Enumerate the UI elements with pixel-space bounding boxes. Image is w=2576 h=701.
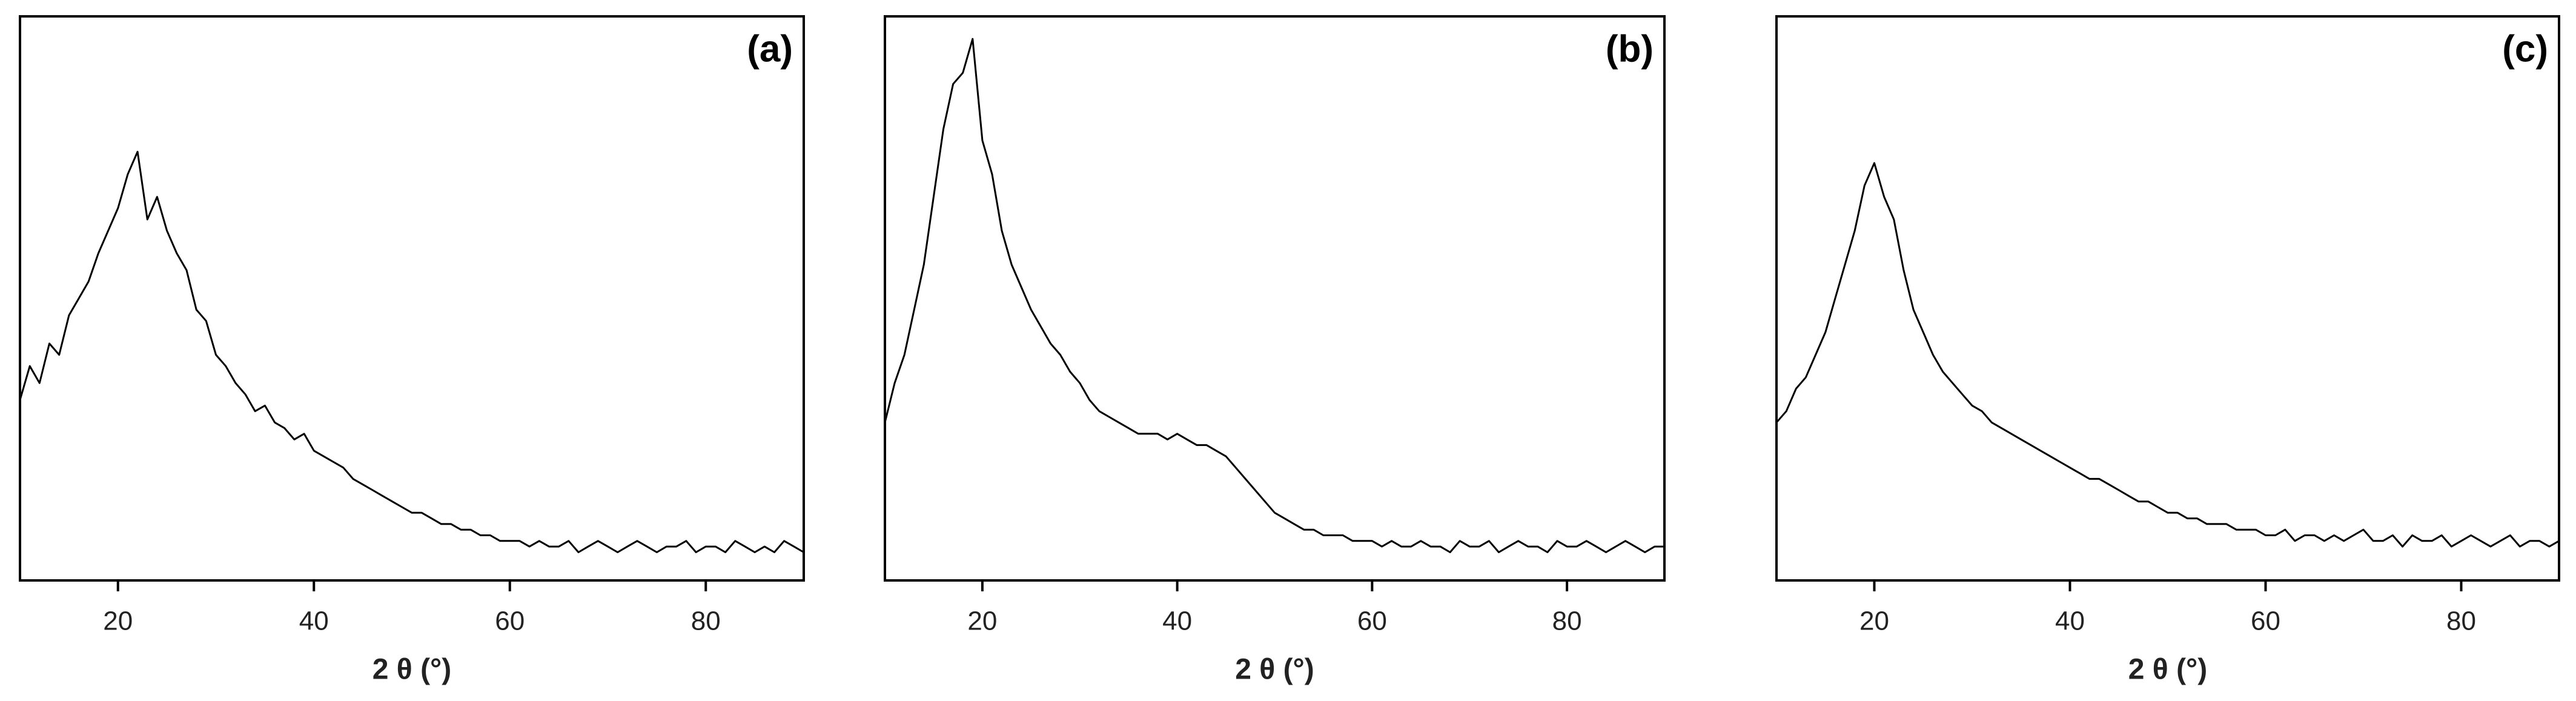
x-tick-label: 60: [495, 606, 525, 636]
x-axis-label: 2 θ (°): [1235, 654, 1314, 686]
x-tick-label: 40: [299, 606, 329, 636]
x-axis-label: 2 θ (°): [372, 654, 451, 686]
x-tick-label: 80: [2446, 606, 2476, 636]
x-tick-label: 20: [103, 606, 133, 636]
x-tick-label: 20: [967, 606, 997, 636]
data-line: [19, 150, 804, 553]
panel-label: (b): [1606, 28, 1654, 70]
x-tick-label: 20: [1859, 606, 1889, 636]
x-tick-label: 60: [2251, 606, 2280, 636]
data-line: [1775, 162, 2560, 548]
plot-frame: [1775, 15, 2560, 582]
data-line: [884, 38, 1664, 553]
panel-label: (a): [747, 28, 793, 70]
panel-label: (c): [2502, 28, 2548, 70]
x-tick-label: 40: [1162, 606, 1192, 636]
x-tick-label: 80: [1552, 606, 1582, 636]
x-tick-label: 80: [691, 606, 721, 636]
x-axis-label: 2 θ (°): [2128, 654, 2207, 686]
plot-frame: [884, 15, 1666, 582]
x-tick-label: 60: [1357, 606, 1387, 636]
plot-frame: [19, 15, 805, 582]
x-tick-label: 40: [2055, 606, 2085, 636]
